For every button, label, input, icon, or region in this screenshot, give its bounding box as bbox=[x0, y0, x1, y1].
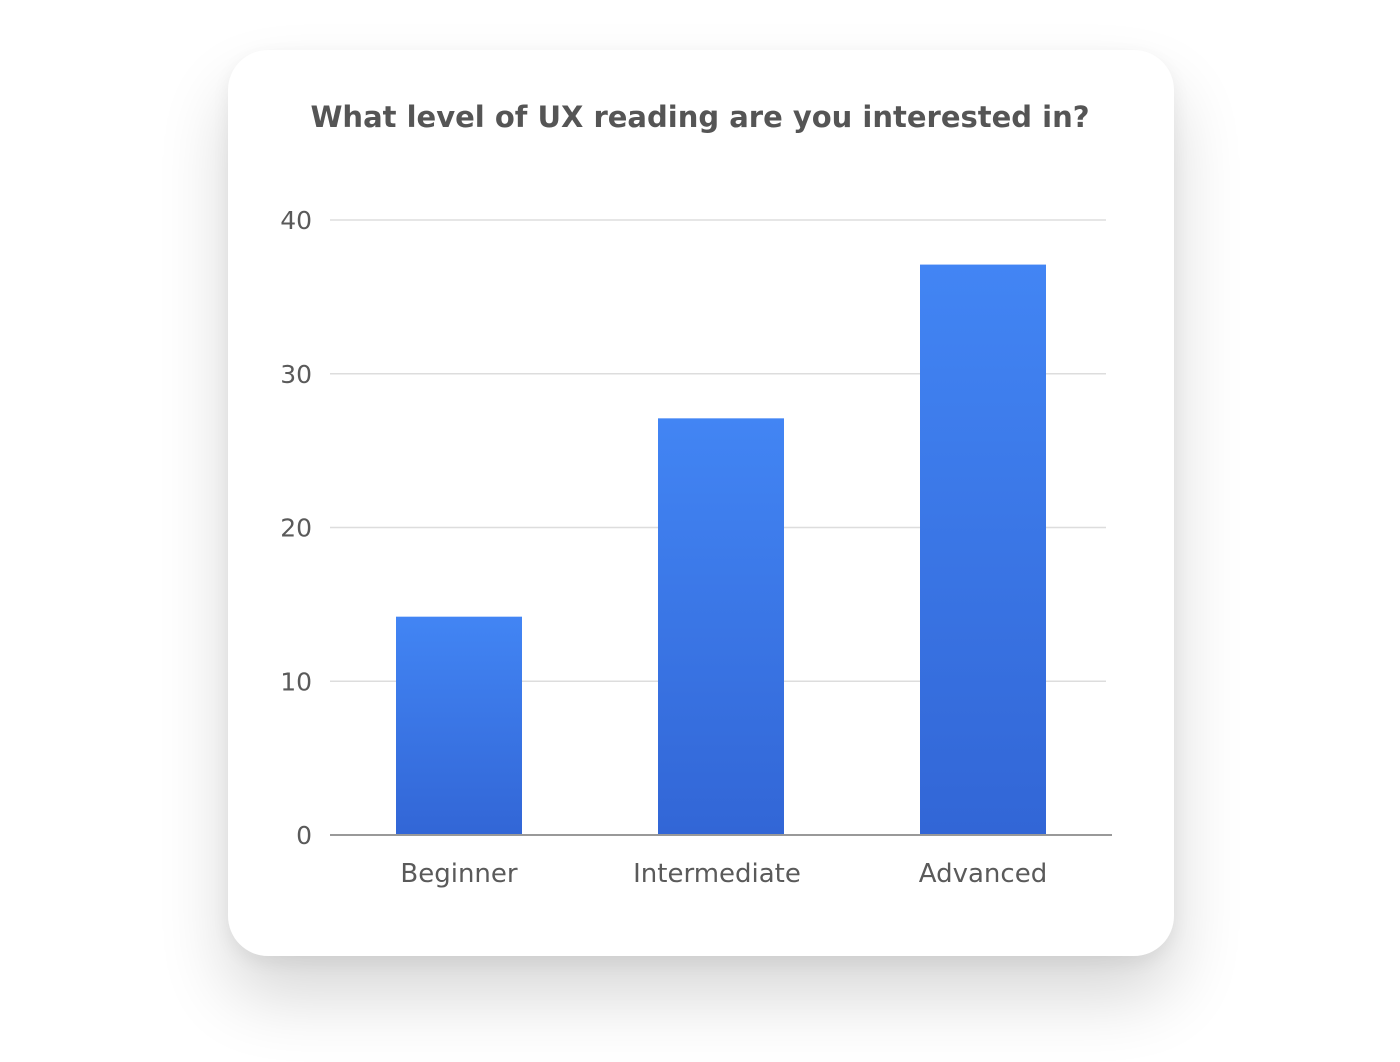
x-tick-label: Intermediate bbox=[633, 859, 801, 889]
y-tick-label: 10 bbox=[280, 667, 312, 696]
x-tick-label: Advanced bbox=[919, 859, 1047, 889]
y-tick-label: 40 bbox=[280, 206, 312, 235]
bar-intermediate bbox=[658, 418, 784, 835]
y-tick-label: 30 bbox=[280, 360, 312, 389]
x-tick-label: Beginner bbox=[400, 859, 518, 889]
y-tick-label: 20 bbox=[280, 514, 312, 543]
chart-title: What level of UX reading are you interes… bbox=[310, 100, 1090, 134]
y-tick-label: 0 bbox=[296, 821, 312, 850]
bar-advanced bbox=[920, 264, 1046, 835]
bar-beginner bbox=[396, 616, 522, 835]
bars bbox=[396, 264, 1046, 835]
y-axis-ticks: 0 10 20 30 40 bbox=[280, 206, 312, 850]
x-axis-labels: Beginner Intermediate Advanced bbox=[400, 859, 1047, 889]
